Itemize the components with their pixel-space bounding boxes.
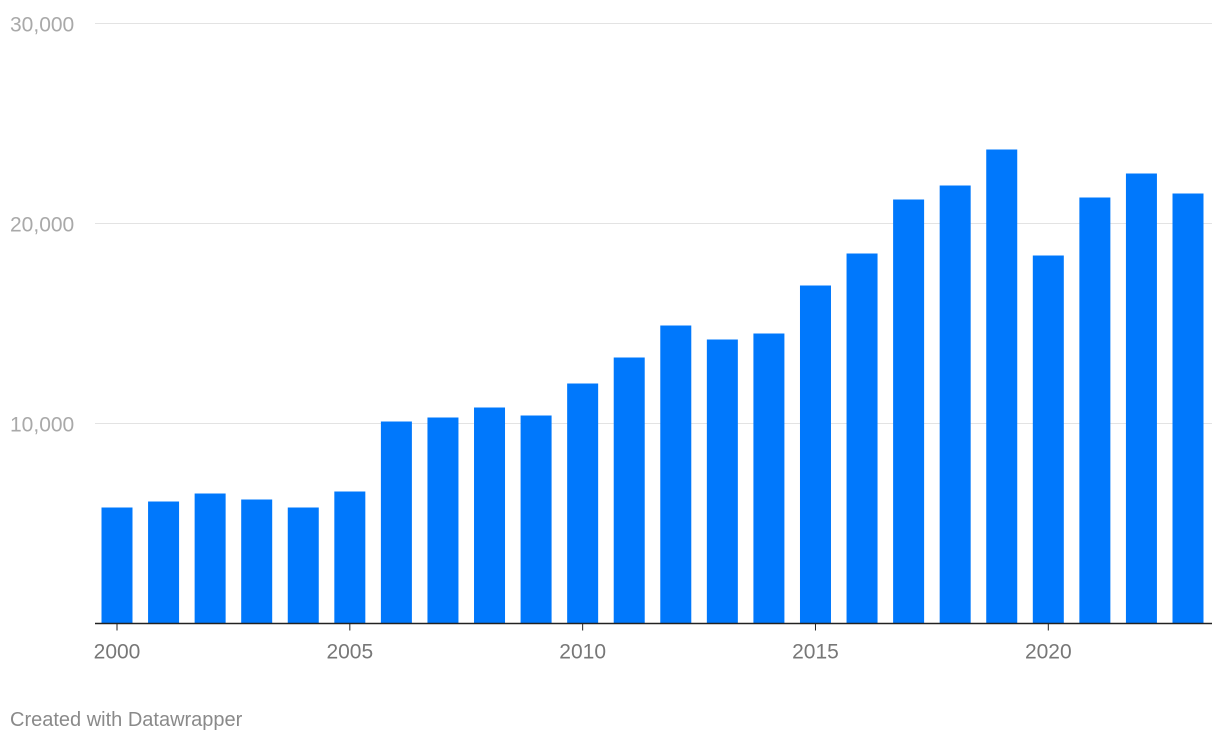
bar-2014 xyxy=(753,333,785,624)
bar-2011 xyxy=(613,357,645,624)
y-axis-ticks: 10,000 20,000 30,000 xyxy=(10,14,74,437)
x-tick-label: 2000 xyxy=(94,641,141,664)
bar-2012 xyxy=(660,325,692,624)
x-axis-ticks: 2000 2005 2010 2015 2020 xyxy=(94,623,1072,664)
bar-2015 xyxy=(799,285,831,624)
x-tick-label: 2005 xyxy=(326,641,373,664)
bar-2016 xyxy=(846,253,878,624)
bar-2004 xyxy=(287,507,319,624)
bar-2002 xyxy=(194,493,226,624)
bar-2013 xyxy=(706,339,738,624)
bar-2003 xyxy=(241,499,273,624)
y-tick-label: 20,000 xyxy=(10,214,74,237)
x-tick-label: 2010 xyxy=(559,641,606,664)
bar-2010 xyxy=(567,383,599,624)
bars xyxy=(101,149,1204,624)
credit-footer: Created with Datawrapper xyxy=(10,709,243,731)
bar-2008 xyxy=(474,407,506,624)
gridlines xyxy=(95,23,1212,424)
bar-2022 xyxy=(1125,173,1157,624)
bar-chart: 10,000 20,000 30,000 2000 2005 2010 2015 2020 xyxy=(10,14,1212,664)
y-tick-label: 30,000 xyxy=(10,14,74,37)
bar-2019 xyxy=(986,149,1018,624)
x-tick-label: 2015 xyxy=(792,641,839,664)
x-tick-label: 2020 xyxy=(1025,641,1072,664)
bar-2005 xyxy=(334,491,366,624)
y-tick-label: 10,000 xyxy=(10,414,74,437)
bar-2007 xyxy=(427,417,459,624)
bar-2023 xyxy=(1172,193,1204,624)
bar-2021 xyxy=(1079,197,1111,624)
bar-2001 xyxy=(148,501,180,624)
bar-2009 xyxy=(520,415,552,624)
bar-2017 xyxy=(893,199,925,624)
bar-2006 xyxy=(380,421,412,624)
bar-2018 xyxy=(939,185,971,624)
bar-2020 xyxy=(1032,255,1064,624)
bar-2000 xyxy=(101,507,133,624)
